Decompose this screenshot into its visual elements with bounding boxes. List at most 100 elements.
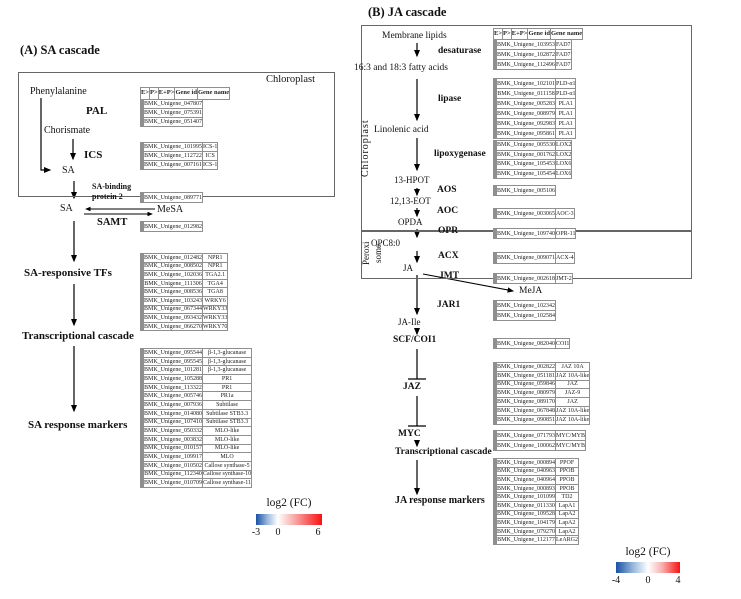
table-row: BMK_Unigene_105454 LOX6 <box>493 168 573 179</box>
gene-name-cell: PR1 <box>201 374 253 384</box>
gene-name-cell: ICS <box>201 151 219 161</box>
gene-id-cell: BMK_Unigene_102584 <box>496 310 556 321</box>
gene-name-cell: Callose synthase-5 <box>201 460 253 471</box>
table-row: BMK_Unigene_089771 <box>140 192 203 203</box>
legend-a-tick-min: -3 <box>251 527 261 538</box>
sa-box-label: SA <box>62 165 75 176</box>
heatmap-table-a-ics: BMK_Unigene_101995 ICS-1 BMK_Unigene_11272… <box>140 142 219 170</box>
gene-name-cell: PLA1 <box>554 128 577 139</box>
gene-name-cell: TD2 <box>555 492 579 502</box>
table-row: BMK_Unigene_010502 Callose synthase-5 <box>140 460 253 471</box>
gene-id-cell: BMK_Unigene_001762 <box>496 149 556 160</box>
gene-id-cell: BMK_Unigene_111306 <box>143 278 203 289</box>
table-row: BMK_Unigene_112340 Callose synthase-10 <box>140 469 253 480</box>
table-row: BMK_Unigene_101995 ICS-1 <box>140 142 219 152</box>
gene-name-cell: MLO-like <box>201 443 253 454</box>
transcriptional-cascade-label-a: Transcriptional cascade <box>22 330 134 342</box>
heatmap-table-a-markers: BMK_Unigene_095544 β-1,3-glucanase BMK_Uni… <box>140 348 253 488</box>
gene-id-cell: BMK_Unigene_100062 <box>496 440 556 451</box>
gene-id-cell: BMK_Unigene_040964 <box>496 475 556 485</box>
gene-name-cell: LeARG2 <box>555 535 579 545</box>
table-row: BMK_Unigene_101281 β-1,3-glucanase <box>140 365 253 376</box>
table-row: BMK_Unigene_075391 <box>140 108 203 118</box>
gene-id-cell: BMK_Unigene_051181 <box>496 370 556 381</box>
gene-name-cell: NPR1 <box>201 253 229 263</box>
heatmap-table-b-aos: BMK_Unigene_005106 <box>493 185 556 196</box>
table-row: BMK_Unigene_109917 MLO <box>140 452 253 462</box>
desaturase-label: desaturase <box>438 46 482 56</box>
legend-b-tick-min: -4 <box>611 575 621 586</box>
table-row: BMK_Unigene_050332 MLO-like <box>140 426 253 436</box>
heatmap-table-a-sabp2: BMK_Unigene_089771 <box>140 192 203 203</box>
gene-name-cell: LapA2 <box>555 526 579 537</box>
table-row: BMK_Unigene_005283 PLA1 <box>493 98 577 109</box>
gene-id-cell: BMK_Unigene_007936 <box>143 400 203 410</box>
gene-id-cell: BMK_Unigene_014080 <box>143 408 203 419</box>
table-row: BMK_Unigene_112722 ICS <box>140 151 219 161</box>
table-row: BMK_Unigene_082040 COI1 <box>493 338 571 349</box>
gene-id-cell: BMK_Unigene_005746 <box>143 391 203 402</box>
heatmap-table-b-jar1: BMK_Unigene_102342 BMK_Unigene_102584 <box>493 300 556 321</box>
gene-name-cell: TGA8 <box>201 287 229 297</box>
table-row: BMK_Unigene_089170 JAZ <box>493 397 591 407</box>
column-header: E> <box>492 28 504 40</box>
gene-id-cell: BMK_Unigene_112177 <box>496 535 556 545</box>
gene-name-cell: PLA1 <box>554 118 577 129</box>
column-header-table-b: E> P> E+P> Gene id Gene name <box>492 28 584 40</box>
heatmap-table-b-aoc: BMK_Unigene_003065 AOC-3 <box>493 208 575 219</box>
gene-id-cell: BMK_Unigene_075391 <box>143 108 203 118</box>
legend-b-colorbar <box>616 562 680 573</box>
gene-name-cell: LOX6 <box>554 159 573 170</box>
gene-id-cell: BMK_Unigene_010502 <box>143 460 203 471</box>
gene-id-cell: BMK_Unigene_047807 <box>143 99 203 109</box>
table-row: BMK_Unigene_111306 TGA4 <box>140 278 229 289</box>
myc-label: MYC <box>398 429 421 439</box>
gene-id-cell: BMK_Unigene_003065 <box>496 208 556 219</box>
heatmap-table-b-lox: BMK_Unigene_005530 LOX2 BMK_Unigene_001762… <box>493 140 573 179</box>
gene-name-cell: FAD7 <box>555 39 572 50</box>
gene-name-cell: PPOB <box>555 483 579 494</box>
legend-a-tick-max: 6 <box>315 527 321 538</box>
gene-name-cell: AOC-3 <box>555 208 575 219</box>
table-row: BMK_Unigene_000894 PPOF <box>493 458 579 468</box>
jaz-label: JAZ <box>403 382 421 392</box>
gene-id-cell: BMK_Unigene_105288 <box>143 374 203 384</box>
chorismate-label: Chorismate <box>44 125 91 136</box>
gene-name-cell: PPOB <box>555 466 579 477</box>
gene-id-cell: BMK_Unigene_008502 <box>143 261 203 272</box>
gene-name-cell: LOX2 <box>554 140 573 151</box>
legend-a-colorbar <box>256 514 322 525</box>
legend-b-title: log2 (FC) <box>625 546 671 558</box>
table-row: BMK_Unigene_102584 <box>493 310 556 321</box>
scf-coi1-label: SCF/COI1 <box>393 335 437 345</box>
column-header: Gene id <box>174 87 198 100</box>
gene-name-cell: Subtilase <box>201 400 253 410</box>
table-row: BMK_Unigene_113322 PR1 <box>140 382 253 393</box>
table-row: BMK_Unigene_005746 PR1a <box>140 391 253 402</box>
heatmap-table-b-myc: BMK_Unigene_071793 MYC/MYB BMK_Unigene_100… <box>493 430 587 451</box>
heatmap-table-b-desaturase: BMK_Unigene_103953 FAD7 BMK_Unigene_102872… <box>493 39 572 70</box>
table-row: BMK_Unigene_101099 TD2 <box>493 492 579 502</box>
table-row: BMK_Unigene_066270 WRKY70 <box>140 321 229 332</box>
heatmap-table-b-jaz: BMK_Unigene_002822 JAZ 10A BMK_Unigene_051… <box>493 362 591 425</box>
table-row: BMK_Unigene_008979 PLA1 <box>493 108 577 119</box>
gene-name-cell: PLD-α1 <box>554 88 577 99</box>
legend-a-tick-mid: 0 <box>275 527 281 538</box>
gene-id-cell: BMK_Unigene_102342 <box>496 300 556 311</box>
table-row: BMK_Unigene_105453 LOX6 <box>493 159 573 170</box>
chloroplast-label-b: Chloroplast <box>360 119 371 177</box>
table-row: BMK_Unigene_071793 MYC/MYB <box>493 430 587 441</box>
heatmap-table-a-pal: BMK_Unigene_047807 BMK_Unigene_075391 BMK_… <box>140 99 203 127</box>
gene-id-cell: BMK_Unigene_008979 <box>496 108 556 119</box>
gene-id-cell: BMK_Unigene_011158 <box>496 88 556 99</box>
gene-name-cell: JAZ <box>554 397 591 407</box>
table-row: BMK_Unigene_003832 MLO-like <box>140 434 253 445</box>
table-row: BMK_Unigene_009071 ACX-4 <box>493 252 575 264</box>
heatmap-table-b-acx: BMK_Unigene_009071 ACX-4 <box>493 252 575 264</box>
gene-name-cell: Subtilase STB3.3 <box>201 408 253 419</box>
gene-id-cell: BMK_Unigene_059846 <box>496 379 556 390</box>
column-header: E+P> <box>157 87 176 100</box>
gene-id-cell: BMK_Unigene_093432 <box>143 313 203 323</box>
gene-name-cell: NPR1 <box>201 261 229 272</box>
gene-name-cell: WRKY6 <box>201 295 229 306</box>
